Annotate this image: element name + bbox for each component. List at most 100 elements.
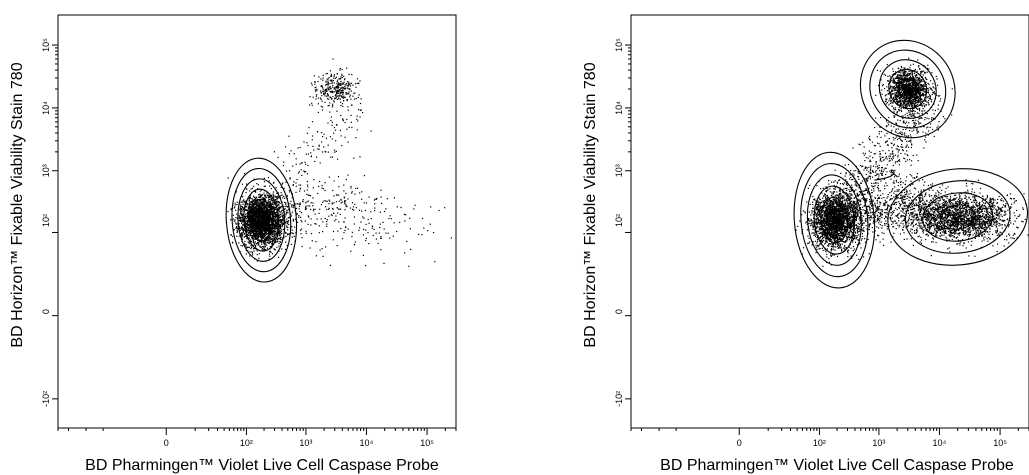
data-dot: [351, 126, 353, 129]
data-dot: [230, 234, 232, 236]
data-dot: [285, 181, 287, 183]
data-dot: [315, 95, 317, 97]
data-dot: [259, 215, 261, 217]
data-dot: [275, 215, 277, 218]
data-dot: [810, 223, 812, 225]
data-dot: [258, 214, 260, 216]
data-dot: [833, 221, 836, 223]
data-dot: [841, 197, 843, 199]
data-dot: [263, 203, 265, 205]
data-dot: [337, 89, 339, 91]
data-dot: [335, 201, 337, 203]
data-dot: [866, 228, 868, 230]
data-dot: [272, 207, 274, 209]
data-dot: [279, 238, 281, 240]
data-dot: [254, 214, 256, 216]
data-dot: [332, 239, 334, 241]
data-dot: [263, 226, 265, 228]
data-dot: [238, 215, 240, 217]
data-dot: [403, 213, 405, 215]
data-dot: [350, 250, 352, 252]
data-dot: [246, 221, 248, 223]
data-dot: [847, 256, 849, 258]
data-dot: [288, 209, 290, 211]
data-dot: [270, 225, 272, 227]
data-dot: [360, 98, 362, 100]
data-dot: [390, 218, 392, 220]
data-dot: [340, 80, 342, 82]
data-dot: [249, 231, 251, 233]
data-dot: [249, 217, 251, 219]
data-dot: [383, 228, 385, 230]
data-dot: [290, 215, 293, 217]
data-dot: [266, 230, 268, 232]
data-dot: [840, 230, 842, 232]
data-dot: [370, 218, 372, 220]
data-dot: [817, 207, 819, 209]
data-dot: [274, 236, 276, 238]
data-dot: [271, 223, 273, 225]
data-dot: [247, 213, 249, 216]
data-dot: [264, 220, 266, 222]
data-dot: [289, 203, 291, 205]
data-dot: [375, 232, 377, 234]
data-dot: [368, 196, 370, 198]
data-dot: [268, 216, 270, 218]
data-dot: [262, 217, 265, 220]
data-dot: [268, 198, 270, 200]
data-dot: [346, 92, 348, 94]
data-dot: [279, 211, 281, 213]
data-dot: [375, 238, 377, 240]
data-dot: [273, 234, 275, 236]
data-dot: [373, 199, 375, 201]
data-dot: [259, 226, 261, 228]
data-dot: [340, 91, 343, 93]
data-dot: [847, 210, 849, 212]
data-dot: [380, 249, 382, 251]
data-dot: [262, 221, 264, 223]
data-dot: [344, 96, 346, 99]
data-dot: [320, 91, 322, 93]
data-dot: [835, 246, 837, 248]
data-dot: [847, 194, 849, 196]
data-dot: [354, 83, 357, 85]
data-dot: [319, 208, 321, 210]
data-dot: [342, 118, 344, 120]
data-dot: [247, 210, 249, 213]
data-dot: [250, 244, 252, 246]
data-dot: [261, 221, 263, 223]
data-dot: [261, 232, 263, 234]
data-dot: [262, 204, 264, 206]
data-dot: [260, 235, 262, 237]
data-dot: [238, 242, 240, 244]
data-dot: [274, 206, 276, 209]
data-dot: [267, 207, 269, 209]
data-dot: [817, 219, 819, 221]
data-dot: [235, 191, 237, 193]
data-dot: [250, 239, 252, 241]
data-dot: [261, 247, 264, 249]
data-dot: [358, 229, 360, 231]
data-dot: [238, 223, 240, 225]
data-dot: [828, 199, 831, 201]
data-dot: [324, 182, 326, 184]
data-dot: [312, 96, 314, 98]
data-dot: [349, 83, 351, 85]
data-dot: [257, 234, 259, 236]
data-dot: [262, 228, 264, 230]
data-dot: [258, 234, 260, 236]
data-dot: [340, 104, 342, 107]
y-axis-title: BD Horizon™ Fixable Viability Stain 780: [9, 62, 26, 347]
data-dot: [253, 229, 255, 231]
data-dot: [260, 218, 262, 220]
data-dot: [851, 216, 853, 218]
data-dot: [310, 233, 313, 235]
data-dot: [839, 239, 841, 241]
data-dot: [409, 217, 411, 219]
data-dot: [253, 225, 255, 227]
data-dot: [251, 247, 253, 249]
data-dot: [343, 87, 345, 89]
data-dot: [804, 211, 806, 213]
data-dot: [230, 209, 232, 211]
data-dot: [275, 216, 277, 218]
